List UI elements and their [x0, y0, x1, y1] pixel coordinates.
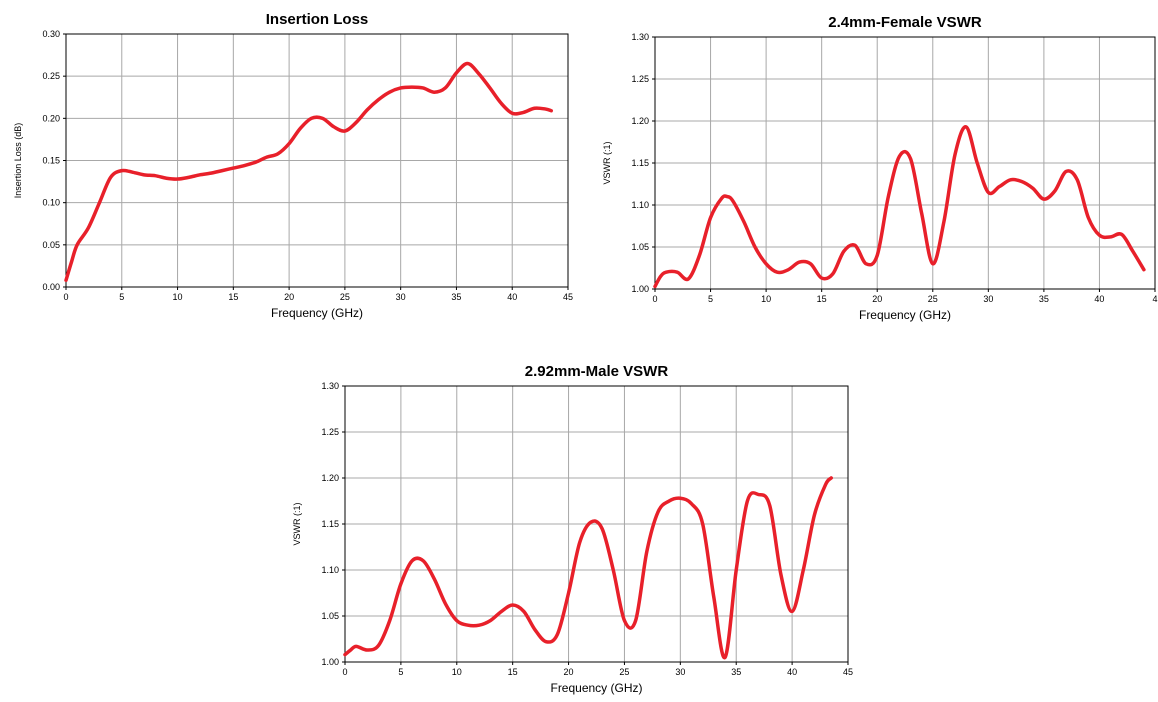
- x-tick-label: 10: [452, 667, 462, 677]
- y-tick-label: 1.15: [631, 158, 649, 168]
- x-tick-label: 20: [564, 667, 574, 677]
- y-tick-label: 1.30: [631, 32, 649, 42]
- y-tick-label: 1.00: [631, 284, 649, 294]
- x-tick-label: 0: [63, 292, 68, 302]
- y-tick-label: 0.20: [42, 113, 60, 123]
- x-tick-label: 45: [843, 667, 853, 677]
- chart-title: 2.92mm-Male VSWR: [525, 363, 669, 380]
- x-axis-label: Frequency (GHz): [271, 306, 363, 320]
- x-tick-label: 5: [119, 292, 124, 302]
- y-tick-label: 1.15: [321, 519, 339, 529]
- x-tick-label: 0: [652, 294, 657, 304]
- x-tick-label: 25: [340, 292, 350, 302]
- y-tick-label: 0.05: [42, 240, 60, 250]
- y-tick-label: 1.25: [321, 427, 339, 437]
- y-tick-label: 1.20: [631, 116, 649, 126]
- y-tick-label: 0.10: [42, 198, 60, 208]
- x-tick-label: 25: [619, 667, 629, 677]
- y-tick-label: 1.10: [321, 565, 339, 575]
- chart-1: 0 5 10 15 20 25 30 35 40 45 0.00 0.05 0.10 0.15 0.20 0.…: [13, 11, 573, 320]
- x-tick-label: 25: [928, 294, 938, 304]
- x-tick-label: 20: [284, 292, 294, 302]
- x-tick-label: 35: [451, 292, 461, 302]
- y-tick-label: 1.30: [321, 381, 339, 391]
- y-tick-label: 0.30: [42, 29, 60, 39]
- chart-title: 2.4mm-Female VSWR: [828, 14, 982, 31]
- x-tick-label: 40: [787, 667, 797, 677]
- y-tick-label: 1.05: [321, 611, 339, 621]
- x-tick-label: 10: [761, 294, 771, 304]
- x-tick-label: 40: [1094, 294, 1104, 304]
- y-tick-label: 1.25: [631, 74, 649, 84]
- chart-2: 0 5 10 15 20 25 30 35 40 4 1.00 1.05 1.10 1.15 1.20 1.2…: [602, 14, 1158, 322]
- series-line: [653, 125, 1146, 289]
- series-line: [64, 61, 554, 282]
- x-tick-label: 30: [675, 667, 685, 677]
- x-tick-label: 35: [1039, 294, 1049, 304]
- x-tick-label: 5: [398, 667, 403, 677]
- x-tick-label: 40: [507, 292, 517, 302]
- x-tick-label: 0: [342, 667, 347, 677]
- y-tick-label: 1.10: [631, 200, 649, 210]
- y-tick-label: 1.05: [631, 242, 649, 252]
- y-axis-label: VSWR (:1): [292, 502, 302, 545]
- chart-3: 0 5 10 15 20 25 30 35 40 45 1.00 1.05 1.10 1.15 1.20 1.…: [292, 363, 853, 695]
- x-tick-label: 30: [983, 294, 993, 304]
- y-axis-label: VSWR (:1): [602, 141, 612, 184]
- y-tick-label: 0.00: [42, 282, 60, 292]
- x-axis-label: Frequency (GHz): [550, 681, 642, 695]
- y-tick-label: 0.25: [42, 71, 60, 81]
- y-tick-label: 0.15: [42, 156, 60, 166]
- x-axis-label: Frequency (GHz): [859, 308, 951, 322]
- x-tick-label: 15: [817, 294, 827, 304]
- y-axis-label: Insertion Loss (dB): [13, 123, 23, 199]
- x-tick-label: 20: [872, 294, 882, 304]
- x-tick-label: 30: [396, 292, 406, 302]
- y-tick-label: 1.20: [321, 473, 339, 483]
- chart-title: Insertion Loss: [266, 11, 369, 28]
- x-tick-label: 45: [563, 292, 573, 302]
- y-tick-label: 1.00: [321, 657, 339, 667]
- x-tick-label: 15: [228, 292, 238, 302]
- x-tick-label: 4: [1152, 294, 1157, 304]
- x-tick-label: 35: [731, 667, 741, 677]
- x-tick-label: 5: [708, 294, 713, 304]
- x-tick-label: 15: [508, 667, 518, 677]
- x-tick-label: 10: [173, 292, 183, 302]
- series-line: [343, 476, 833, 660]
